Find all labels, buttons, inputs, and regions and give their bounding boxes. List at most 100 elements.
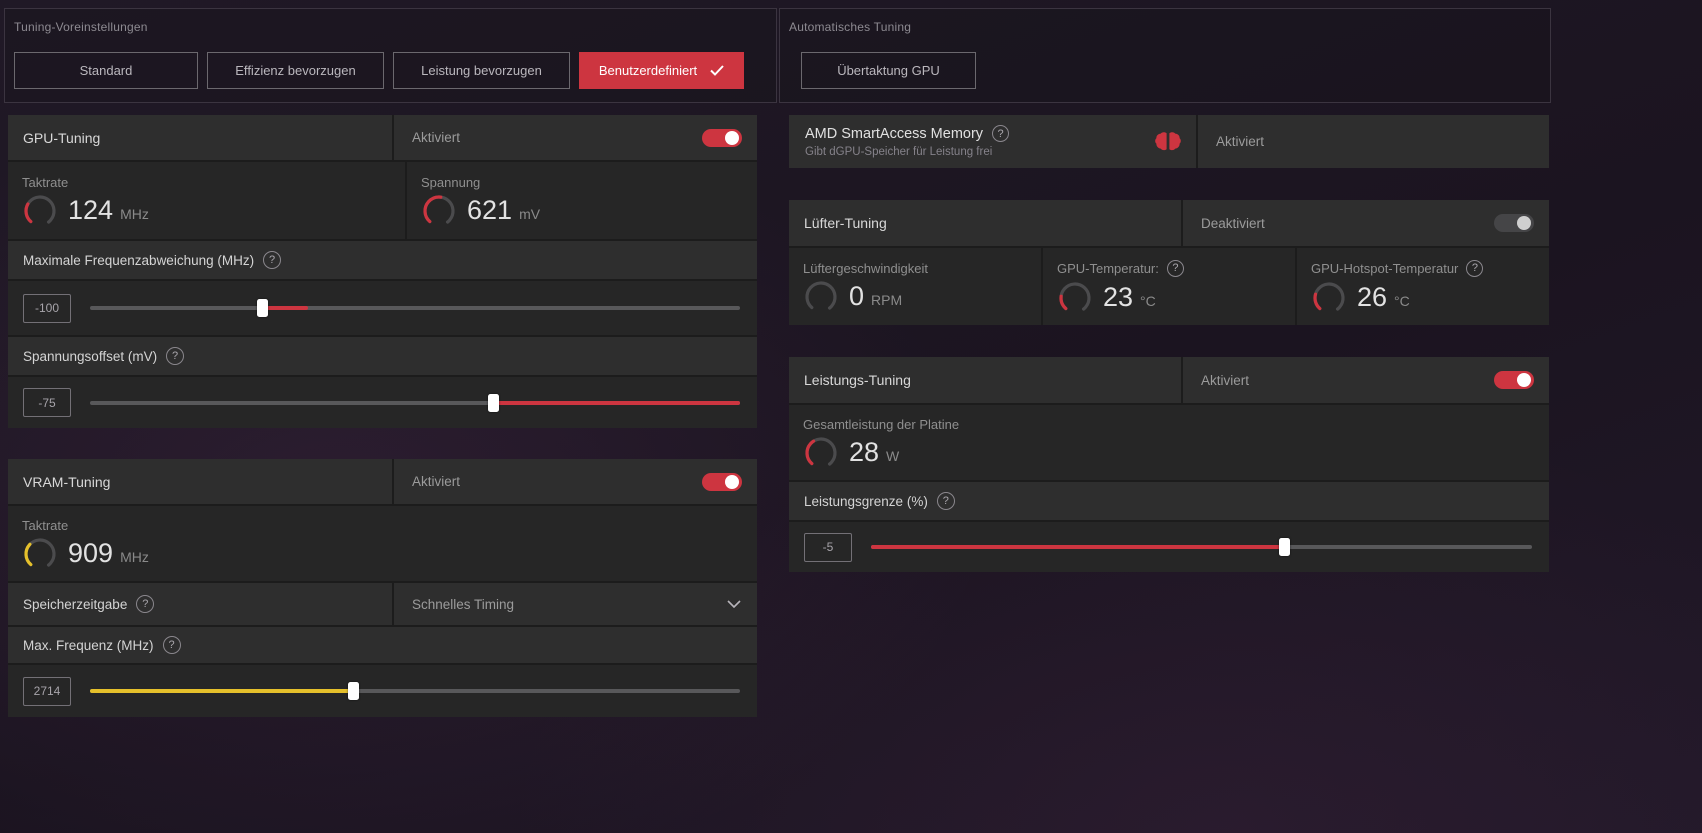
freq-offset-slider[interactable]: [90, 298, 740, 318]
power-limit-value-box[interactable]: -5: [804, 532, 852, 562]
smart-access-info-cell: AMD SmartAccess Memory ? Gibt dGPU-Speic…: [789, 115, 1196, 168]
check-icon: [710, 65, 724, 76]
gpu-voltage-cell: Spannung 621 mV: [407, 162, 757, 239]
gpu-temp-cell: GPU-Temperatur: ? 23 °C: [1043, 248, 1295, 325]
gpu-tuning-toggle[interactable]: [702, 128, 742, 147]
power-limit-label-row: Leistungsgrenze (%) ?: [789, 482, 1549, 520]
help-icon[interactable]: ?: [1166, 259, 1184, 277]
max-freq-label-row: Max. Frequenz (MHz) ?: [8, 627, 757, 663]
auto-tuning-section-title: Automatisches Tuning: [789, 20, 912, 34]
auto-tuning-button-row: Übertaktung GPU: [801, 52, 976, 89]
gpu-overclock-button[interactable]: Übertaktung GPU: [801, 52, 976, 89]
smart-access-status: Aktiviert: [1216, 134, 1265, 149]
gpu-voltage-value: 621: [467, 195, 513, 225]
gpu-clock-unit: MHz: [120, 206, 149, 222]
memory-timing-label: Speicherzeitgabe: [23, 596, 128, 612]
preset-custom-button[interactable]: Benutzerdefiniert: [579, 52, 744, 89]
fan-speed-label: Lüftergeschwindigkeit: [803, 260, 929, 276]
vram-tuning-title: VRAM-Tuning: [23, 473, 111, 490]
gpu-temp-label: GPU-Temperatur:: [1057, 260, 1159, 276]
fan-tuning-toggle[interactable]: [1494, 214, 1534, 232]
gpu-voltage-label: Spannung: [421, 174, 481, 190]
vram-tuning-panel: VRAM-Tuning Aktiviert Taktrate 909 MHz Sp…: [8, 459, 757, 717]
gpu-tuning-title: GPU-Tuning: [23, 129, 101, 146]
power-limit-slider[interactable]: [871, 537, 1532, 557]
slider-handle[interactable]: [257, 299, 269, 317]
max-freq-label: Max. Frequenz (MHz): [23, 637, 154, 653]
slider-handle[interactable]: [348, 682, 360, 700]
gpu-temp-gauge: [1057, 280, 1093, 316]
smart-access-subtitle: Gibt dGPU-Speicher für Leistung frei: [805, 146, 993, 158]
toggle-knob: [1517, 216, 1531, 230]
hotspot-temp-cell: GPU-Hotspot-Temperatur ? 26 °C: [1297, 248, 1549, 325]
toggle-knob: [1517, 373, 1531, 387]
memory-timing-value: Schnelles Timing: [412, 596, 515, 612]
help-icon[interactable]: ?: [162, 636, 181, 654]
fan-tuning-panel: Lüfter-Tuning Deaktiviert Lüftergeschwin…: [789, 200, 1549, 325]
gpu-tuning-status: Aktiviert: [412, 130, 461, 145]
gpu-clock-cell: Taktrate 124 MHz: [8, 162, 405, 239]
power-limit-label: Leistungsgrenze (%): [804, 493, 928, 509]
smart-access-status-cell: Aktiviert: [1198, 115, 1549, 168]
help-icon[interactable]: ?: [936, 492, 955, 510]
help-icon[interactable]: ?: [992, 125, 1010, 142]
max-freq-slider-row: 2714: [8, 665, 757, 717]
help-icon[interactable]: ?: [263, 251, 282, 269]
power-tuning-title-cell: Leistungs-Tuning: [789, 357, 1181, 403]
preset-efficiency-button[interactable]: Effizienz bevorzugen: [207, 52, 384, 89]
slider-handle[interactable]: [1279, 538, 1291, 556]
gpu-voltage-gauge: [421, 193, 457, 229]
hotspot-temp-label: GPU-Hotspot-Temperatur: [1311, 260, 1459, 276]
gpu-tuning-title-cell: GPU-Tuning: [8, 115, 392, 160]
chevron-down-icon: [727, 600, 741, 608]
fan-tuning-status: Deaktiviert: [1201, 215, 1265, 231]
help-icon[interactable]: ?: [136, 595, 155, 613]
max-freq-value-box[interactable]: 2714: [23, 676, 71, 706]
board-power-value: 28: [849, 437, 880, 467]
board-power-label: Gesamtleistung der Platine: [803, 416, 960, 432]
power-tuning-panel: Leistungs-Tuning Aktiviert Gesamtleistun…: [789, 357, 1549, 572]
gpu-tuning-panel: GPU-Tuning Aktiviert Taktrate 124 MHz Spa…: [8, 115, 757, 428]
help-icon[interactable]: ?: [166, 347, 185, 365]
voltage-offset-label: Spannungsoffset (mV): [23, 348, 158, 364]
power-tuning-toggle[interactable]: [1494, 371, 1534, 389]
gpu-voltage-unit: mV: [519, 206, 541, 222]
slider-handle[interactable]: [488, 393, 499, 412]
power-tuning-status: Aktiviert: [1201, 372, 1250, 388]
freq-offset-label: Maximale Frequenzabweichung (MHz): [23, 252, 255, 268]
freq-offset-label-row: Maximale Frequenzabweichung (MHz) ?: [8, 241, 757, 279]
power-tuning-title: Leistungs-Tuning: [804, 372, 911, 388]
hotspot-temp-value: 26: [1357, 282, 1388, 312]
preset-standard-button[interactable]: Standard: [14, 52, 198, 89]
gpu-clock-label: Taktrate: [22, 174, 69, 190]
memory-timing-select[interactable]: Schnelles Timing: [394, 583, 757, 625]
vram-tuning-title-cell: VRAM-Tuning: [8, 459, 392, 504]
power-limit-slider-row: -5: [789, 522, 1549, 572]
hotspot-temp-gauge: [1311, 280, 1347, 316]
board-power-gauge: [803, 435, 839, 471]
vram-clock-label: Taktrate: [22, 517, 69, 533]
max-freq-slider[interactable]: [90, 681, 740, 701]
smart-access-title: AMD SmartAccess Memory: [805, 125, 984, 142]
fan-tuning-status-cell: Deaktiviert: [1183, 200, 1549, 246]
vram-clock-gauge: [22, 536, 58, 572]
fan-speed-cell: Lüftergeschwindigkeit 0 RPM: [789, 248, 1041, 325]
gpu-temp-value: 23: [1103, 282, 1134, 312]
freq-offset-value-box[interactable]: -100: [23, 293, 71, 323]
gpu-clock-gauge: [22, 193, 58, 229]
fan-speed-value: 0: [849, 281, 865, 311]
fan-tuning-title-cell: Lüfter-Tuning: [789, 200, 1181, 246]
fan-speed-gauge: [803, 279, 839, 315]
hotspot-temp-unit: °C: [1394, 293, 1410, 309]
presets-section-title: Tuning-Voreinstellungen: [14, 20, 148, 34]
toggle-knob: [725, 130, 739, 145]
vram-tuning-toggle[interactable]: [702, 472, 742, 491]
vram-tuning-status-cell: Aktiviert: [394, 459, 757, 504]
auto-tuning-section: Automatisches Tuning Übertaktung GPU: [779, 8, 1551, 103]
board-power-cell: Gesamtleistung der Platine 28 W: [789, 405, 1549, 480]
help-icon[interactable]: ?: [1466, 259, 1484, 277]
brain-icon: [1155, 131, 1181, 150]
preset-performance-button[interactable]: Leistung bevorzugen: [393, 52, 570, 89]
voltage-offset-slider[interactable]: [90, 393, 740, 413]
voltage-offset-value-box[interactable]: -75: [23, 388, 71, 417]
